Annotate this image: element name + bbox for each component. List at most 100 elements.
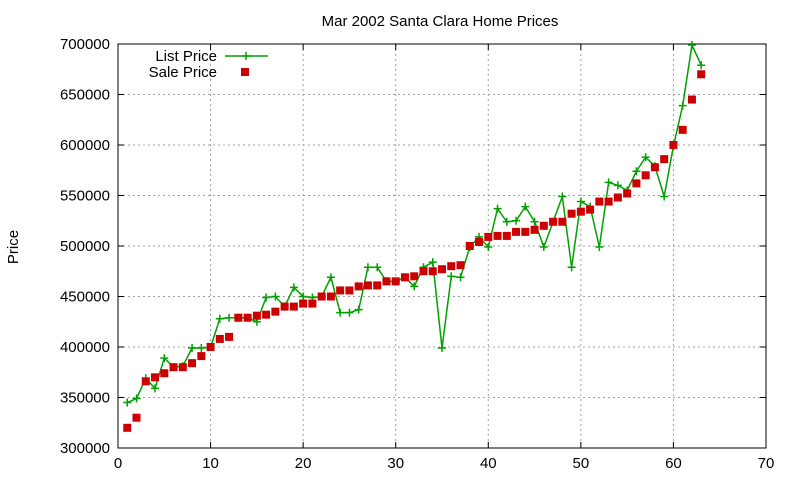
list-price-point (151, 384, 160, 393)
sale-price-point (178, 363, 187, 372)
sale-price-point (428, 267, 437, 276)
y-tick-label: 700000 (60, 36, 110, 53)
legend-marker-list-price (242, 52, 250, 60)
sale-price-point (613, 193, 622, 202)
y-tick-label: 450000 (60, 289, 110, 306)
sale-price-point (641, 171, 650, 180)
list-price-point (363, 263, 372, 272)
list-price-point (530, 217, 539, 226)
list-price-point (687, 41, 696, 50)
sale-price-point (373, 281, 382, 290)
sale-price-point (447, 262, 456, 271)
sale-price-point (326, 292, 335, 301)
sale-price-point (188, 359, 197, 368)
sale-price-point (382, 277, 391, 286)
list-price-point (197, 344, 206, 353)
sale-price-point (669, 141, 678, 149)
sale-price-point (132, 413, 141, 422)
x-tick-label: 0 (114, 455, 122, 472)
list-price-point (539, 243, 548, 252)
sale-price-point (502, 231, 511, 240)
sale-price-point (475, 237, 484, 246)
sale-price-point (317, 292, 326, 301)
list-price-point (271, 292, 280, 301)
list-price-point (326, 273, 335, 282)
list-price-point (354, 305, 363, 314)
sale-price-point (604, 197, 613, 206)
sale-price-point (549, 217, 558, 226)
list-price-point (438, 344, 446, 353)
sale-price-point (252, 311, 261, 320)
list-price-point (345, 308, 354, 317)
list-price-point (595, 243, 604, 252)
sale-price-point (151, 373, 160, 382)
list-price-point (262, 293, 271, 302)
sale-price-point (243, 313, 252, 322)
legend-label-sale-price: Sale Price (149, 64, 217, 81)
y-tick-label: 400000 (60, 339, 110, 356)
sale-price-point (438, 265, 446, 274)
sale-price-point (567, 209, 576, 218)
sale-price-point (539, 221, 548, 230)
list-price-point (410, 282, 419, 291)
sale-price-point (623, 189, 632, 198)
sale-price-point (391, 277, 400, 286)
sale-price-point (262, 310, 271, 319)
sale-price-point (271, 307, 280, 316)
x-tick-label: 30 (387, 455, 404, 472)
sale-price-point (558, 217, 567, 226)
sale-price-point (697, 70, 706, 79)
chart-title: Mar 2002 Santa Clara Home Prices (322, 13, 559, 30)
list-price-point (336, 308, 345, 317)
sale-price-point (410, 272, 419, 281)
list-price-point (632, 167, 641, 176)
sale-price-point (400, 273, 409, 282)
list-price-point (215, 314, 224, 323)
sale-price-point (484, 232, 493, 241)
list-price-point (373, 263, 382, 272)
y-axis-label: Price (5, 230, 22, 264)
x-tick-label: 40 (480, 455, 497, 472)
sale-price-point (345, 286, 354, 295)
list-price-point (493, 204, 502, 213)
sale-price-point (234, 313, 243, 322)
list-price-point (521, 202, 530, 211)
list-price-point (678, 101, 687, 110)
x-tick-label: 70 (758, 455, 775, 472)
sale-price-point (521, 227, 530, 236)
sale-price-point (215, 334, 224, 343)
list-price-point (289, 283, 298, 292)
sale-price-point (363, 281, 372, 290)
legend-marker-sale-price (241, 68, 249, 76)
list-price-point (428, 258, 437, 267)
list-price-point (123, 398, 132, 407)
sale-price-point (160, 369, 169, 378)
sale-price-point (308, 299, 317, 308)
sale-price-point (660, 155, 669, 164)
sale-price-point (595, 197, 604, 206)
sale-price-point (206, 343, 215, 351)
list-price-point (641, 153, 650, 162)
list-price-point (613, 181, 622, 190)
list-price-point (502, 217, 511, 226)
sale-price-point (687, 95, 696, 104)
sale-price-point (586, 205, 595, 214)
sale-price-point (289, 302, 298, 311)
list-price-point (567, 263, 576, 272)
list-price-point (225, 313, 234, 322)
sale-price-point (678, 125, 687, 134)
list-price-point (660, 192, 669, 201)
series-layer (123, 41, 706, 432)
plot-frame (117, 43, 767, 449)
list-price-point (604, 178, 613, 187)
sale-price-point (141, 377, 150, 386)
y-tick-label: 600000 (60, 137, 110, 154)
list-price-point (456, 273, 465, 282)
list-price-point (512, 216, 521, 225)
y-tick-label: 550000 (60, 188, 110, 205)
sale-price-point (280, 302, 289, 311)
